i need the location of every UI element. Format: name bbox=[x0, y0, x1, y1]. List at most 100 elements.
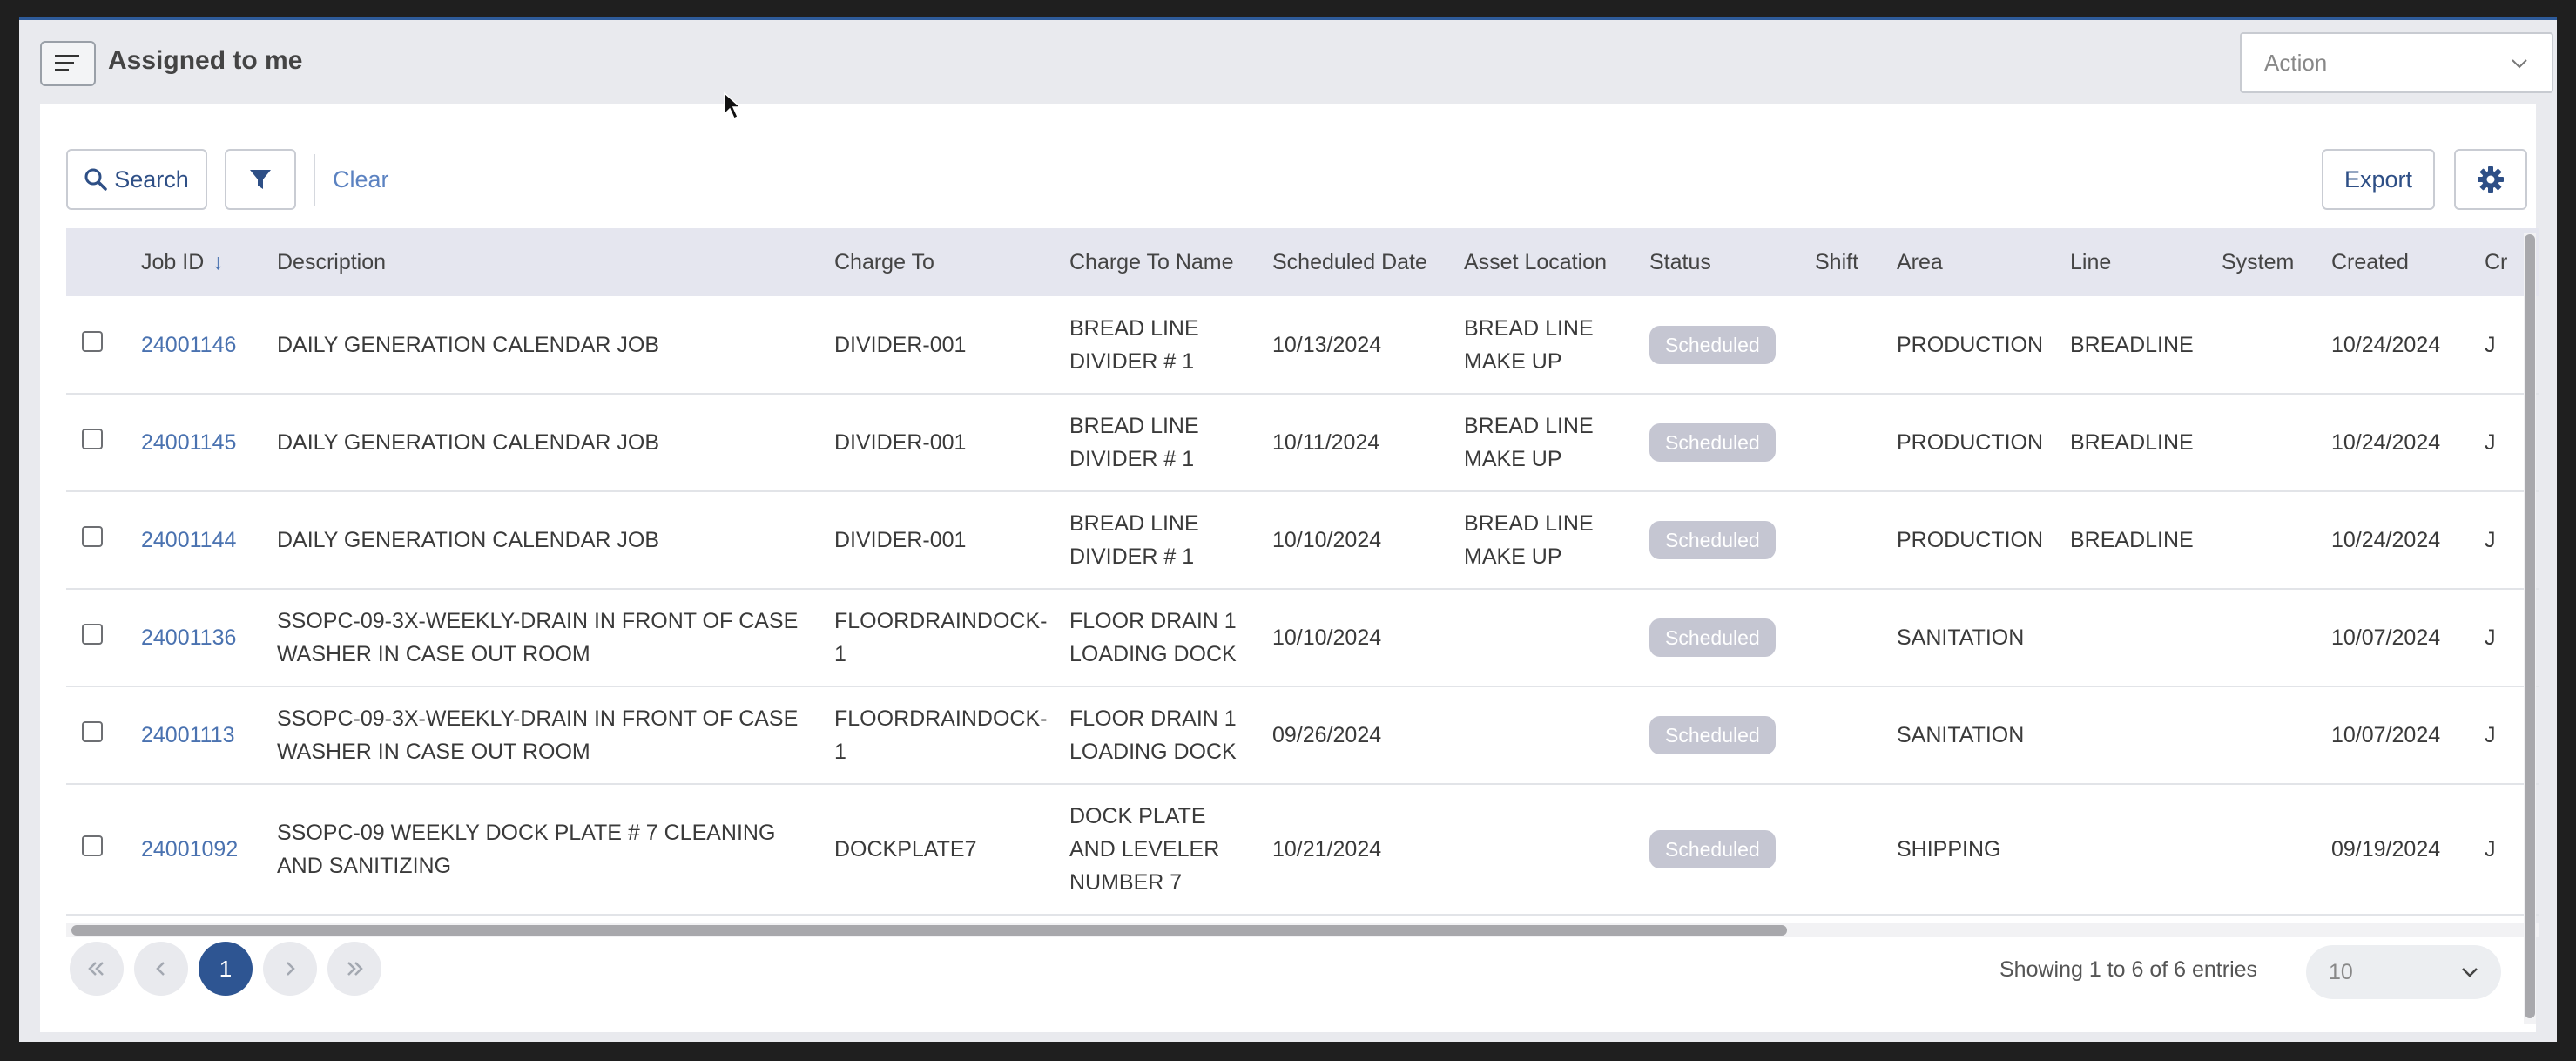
column-header-scheduled-date[interactable]: Scheduled Date bbox=[1272, 249, 1427, 274]
area-cell: PRODUCTION bbox=[1888, 296, 2061, 395]
shift-cell bbox=[1806, 394, 1888, 492]
clear-link[interactable]: Clear bbox=[333, 166, 389, 193]
row-checkbox[interactable] bbox=[82, 624, 103, 645]
column-header-area[interactable]: Area bbox=[1897, 249, 1943, 274]
status-badge: Scheduled bbox=[1649, 423, 1776, 462]
description-cell: SSOPC-09-3X-WEEKLY-DRAIN IN FRONT OF CAS… bbox=[268, 686, 826, 785]
job-id-link[interactable]: 24001146 bbox=[141, 332, 237, 357]
column-header-line[interactable]: Line bbox=[2070, 249, 2112, 274]
column-header-created[interactable]: Created bbox=[2331, 249, 2409, 274]
shift-cell bbox=[1806, 784, 1888, 916]
column-header-charge-to[interactable]: Charge To bbox=[834, 249, 934, 274]
column-header-shift[interactable]: Shift bbox=[1815, 249, 1859, 274]
asset-location-cell: BREAD LINE MAKE UP bbox=[1455, 394, 1641, 492]
charge-to-name-cell: BREAD LINE DIVIDER # 1 bbox=[1061, 394, 1264, 492]
job-id-link[interactable]: 24001136 bbox=[141, 625, 237, 650]
page-title: Assigned to me bbox=[108, 46, 303, 75]
column-header-label: Job ID bbox=[141, 249, 205, 274]
charge-to-name-cell: FLOOR DRAIN 1 LOADING DOCK bbox=[1061, 686, 1264, 785]
charge-to-cell: FLOORDRAINDOCK-1 bbox=[826, 589, 1061, 687]
vertical-scrollbar-thumb[interactable] bbox=[2525, 234, 2535, 1018]
shift-cell bbox=[1806, 686, 1888, 785]
export-button[interactable]: Export bbox=[2322, 149, 2435, 210]
page-size-select[interactable]: 10 bbox=[2306, 945, 2501, 999]
created-cell: 10/07/2024 bbox=[2323, 686, 2476, 785]
table-header-row: Job ID ↓ Description Charge To Charge To … bbox=[66, 228, 2539, 296]
action-dropdown[interactable]: Action bbox=[2240, 32, 2553, 93]
column-header-charge-to-name[interactable]: Charge To Name bbox=[1069, 249, 1234, 274]
system-cell bbox=[2213, 394, 2323, 492]
chevron-right-icon bbox=[287, 962, 295, 976]
line-cell bbox=[2061, 589, 2213, 687]
sort-down-icon[interactable]: ↓ bbox=[212, 249, 224, 274]
double-chevron-left-icon bbox=[88, 962, 104, 976]
horizontal-scrollbar[interactable] bbox=[66, 923, 2539, 937]
table-row[interactable]: 24001144 DAILY GENERATION CALENDAR JOB D… bbox=[66, 491, 2539, 590]
status-badge: Scheduled bbox=[1649, 618, 1776, 657]
scheduled-date-cell: 10/13/2024 bbox=[1264, 296, 1455, 395]
table-row[interactable]: 24001145 DAILY GENERATION CALENDAR JOB D… bbox=[66, 394, 2539, 492]
status-badge: Scheduled bbox=[1649, 325, 1776, 364]
description-cell: DAILY GENERATION CALENDAR JOB bbox=[268, 394, 826, 492]
charge-to-name-cell: BREAD LINE DIVIDER # 1 bbox=[1061, 296, 1264, 395]
asset-location-cell: BREAD LINE MAKE UP bbox=[1455, 296, 1641, 395]
status-badge: Scheduled bbox=[1649, 521, 1776, 559]
last-page-button[interactable] bbox=[327, 942, 381, 996]
system-cell bbox=[2213, 491, 2323, 590]
settings-button[interactable] bbox=[2454, 149, 2527, 210]
line-cell: BREADLINE bbox=[2061, 394, 2213, 492]
table-row[interactable]: 24001092 SSOPC-09 WEEKLY DOCK PLATE # 7 … bbox=[66, 784, 2539, 916]
gear-icon bbox=[2478, 166, 2504, 193]
area-cell: SHIPPING bbox=[1888, 784, 2061, 916]
shift-cell bbox=[1806, 296, 1888, 395]
filter-button[interactable] bbox=[225, 149, 296, 210]
column-header-system[interactable]: System bbox=[2222, 249, 2295, 274]
row-checkbox[interactable] bbox=[82, 526, 103, 547]
chevron-down-icon bbox=[2462, 968, 2478, 977]
vertical-scrollbar[interactable] bbox=[2524, 233, 2536, 1024]
page-header: Assigned to me Action bbox=[19, 20, 2557, 104]
created-cell: 10/24/2024 bbox=[2323, 394, 2476, 492]
table-row[interactable]: 24001136 SSOPC-09-3X-WEEKLY-DRAIN IN FRO… bbox=[66, 589, 2539, 687]
charge-to-name-cell: FLOOR DRAIN 1 LOADING DOCK bbox=[1061, 589, 1264, 687]
row-checkbox[interactable] bbox=[82, 721, 103, 742]
menu-toggle-button[interactable] bbox=[40, 41, 96, 86]
row-checkbox[interactable] bbox=[82, 429, 103, 449]
next-page-button[interactable] bbox=[263, 942, 317, 996]
description-cell: SSOPC-09-3X-WEEKLY-DRAIN IN FRONT OF CAS… bbox=[268, 589, 826, 687]
created-cell: 10/24/2024 bbox=[2323, 491, 2476, 590]
previous-page-button[interactable] bbox=[134, 942, 188, 996]
job-id-link[interactable]: 24001145 bbox=[141, 430, 237, 455]
asset-location-cell bbox=[1455, 686, 1641, 785]
first-page-button[interactable] bbox=[70, 942, 124, 996]
select-column-header bbox=[66, 228, 132, 296]
charge-to-cell: DIVIDER-001 bbox=[826, 394, 1061, 492]
horizontal-scrollbar-thumb[interactable] bbox=[71, 925, 1787, 936]
column-header-created-by[interactable]: Cr bbox=[2485, 249, 2508, 274]
table-row[interactable]: 24001113 SSOPC-09-3X-WEEKLY-DRAIN IN FRO… bbox=[66, 686, 2539, 785]
column-header-asset-location[interactable]: Asset Location bbox=[1464, 249, 1607, 274]
row-checkbox[interactable] bbox=[82, 330, 103, 352]
column-header-job-id[interactable]: Job ID ↓ bbox=[132, 228, 268, 296]
charge-to-cell: DIVIDER-001 bbox=[826, 491, 1061, 590]
chevron-down-icon bbox=[2512, 59, 2527, 69]
job-id-link[interactable]: 24001113 bbox=[141, 723, 235, 747]
status-badge: Scheduled bbox=[1649, 716, 1776, 754]
jobs-table: Job ID ↓ Description Charge To Charge To … bbox=[66, 228, 2539, 916]
job-id-link[interactable]: 24001144 bbox=[141, 528, 237, 552]
asset-location-cell bbox=[1455, 784, 1641, 916]
table-row[interactable]: 24001146 DAILY GENERATION CALENDAR JOB D… bbox=[66, 296, 2539, 395]
column-header-description[interactable]: Description bbox=[277, 249, 387, 274]
double-chevron-right-icon bbox=[347, 962, 363, 976]
column-header-status[interactable]: Status bbox=[1649, 249, 1711, 274]
job-id-link[interactable]: 24001092 bbox=[141, 837, 239, 862]
search-button[interactable]: Search bbox=[66, 149, 207, 210]
area-cell: SANITATION bbox=[1888, 686, 2061, 785]
page-button-current[interactable]: 1 bbox=[199, 942, 253, 996]
description-cell: DAILY GENERATION CALENDAR JOB bbox=[268, 296, 826, 395]
row-checkbox[interactable] bbox=[82, 835, 103, 856]
jobs-panel: Search Clear Export bbox=[40, 104, 2539, 1032]
created-cell: 10/07/2024 bbox=[2323, 589, 2476, 687]
hamburger-icon bbox=[55, 55, 79, 71]
created-cell: 10/24/2024 bbox=[2323, 296, 2476, 395]
